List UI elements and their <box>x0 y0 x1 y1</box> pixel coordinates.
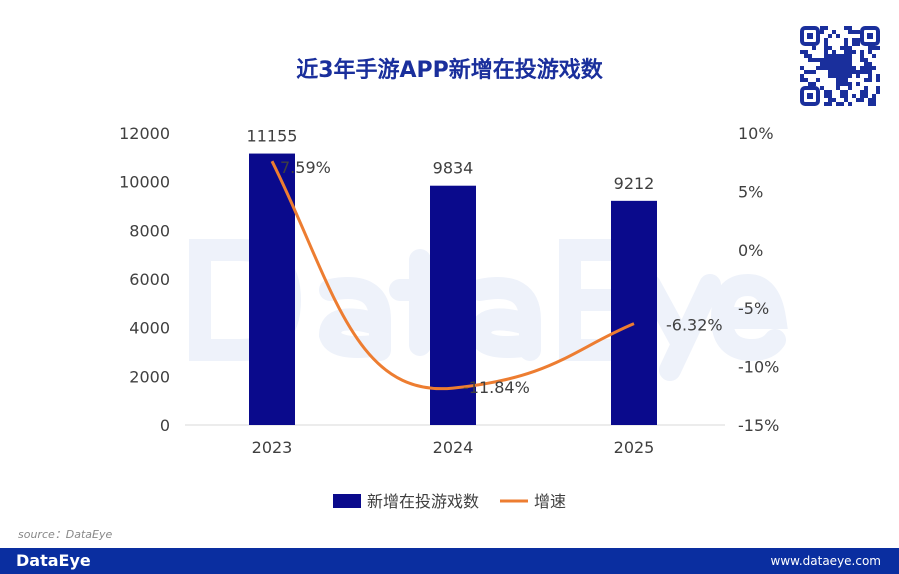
legend-bar-swatch <box>333 494 361 508</box>
right-tick-label: 5% <box>738 182 763 201</box>
footer-logo: DataEye <box>16 551 91 570</box>
watermark-shape <box>468 277 541 361</box>
x-tick-label: 2025 <box>614 438 655 457</box>
left-tick-label: 6000 <box>129 270 170 289</box>
source-note: source：DataEye <box>18 528 113 541</box>
bar-data-label: 11155 <box>247 127 298 146</box>
left-tick-label: 2000 <box>129 367 170 386</box>
growth-line <box>270 160 635 391</box>
left-tick-label: 4000 <box>129 319 170 338</box>
watermark-shape <box>710 273 788 362</box>
bar-2023 <box>249 153 295 426</box>
legend-line-label: 增速 <box>534 492 566 511</box>
bar-2025 <box>611 200 657 425</box>
right-tick-label: -5% <box>738 299 769 318</box>
x-tick-label: 2024 <box>433 438 474 457</box>
left-tick-label: 0 <box>160 416 170 435</box>
left-tick-label: 8000 <box>129 221 170 240</box>
watermark-shape <box>318 277 391 361</box>
left-tick-label: 12000 <box>119 124 170 143</box>
line-data-label: -6.32% <box>666 316 723 335</box>
footer-bar: DataEye www.dataeye.com <box>0 548 899 574</box>
x-tick-label: 2023 <box>252 438 293 457</box>
left-tick-label: 10000 <box>119 173 170 192</box>
right-tick-label: 0% <box>738 241 763 260</box>
line-data-label: -11.84% <box>463 378 530 397</box>
bar-data-label: 9212 <box>614 174 655 193</box>
footer-url[interactable]: www.dataeye.com <box>770 554 882 568</box>
qr-code <box>800 26 880 106</box>
chart: 0 2000 4000 6000 8000 10000 12000 -15% -10% -5% 0%… <box>119 124 788 511</box>
right-tick-label: -10% <box>738 358 779 377</box>
right-tick-label: 10% <box>738 124 774 143</box>
right-tick-label: -15% <box>738 416 779 435</box>
line-data-label: 7.59% <box>280 158 331 177</box>
bar-data-label: 9834 <box>433 159 474 178</box>
chart-title: 近3年手游APP新增在投游戏数 <box>296 58 603 83</box>
legend-bar-label: 新增在投游戏数 <box>367 492 479 511</box>
